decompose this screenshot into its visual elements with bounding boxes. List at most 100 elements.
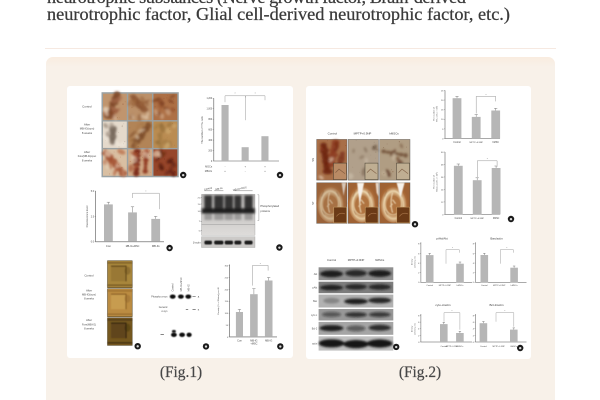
svg-text:hMSCs: hMSCs (389, 132, 399, 136)
svg-text:0: 0 (473, 282, 475, 284)
svg-text:+MSC: +MSC (250, 343, 257, 346)
svg-text:Control: Control (204, 187, 213, 192)
svg-text:8 weeks: 8 weeks (84, 327, 95, 331)
svg-text:Con: Con (106, 244, 111, 248)
svg-text:*: * (485, 93, 486, 97)
svg-text:actin: actin (312, 342, 318, 345)
svg-text:The number of TH+ cells: The number of TH+ cells (201, 116, 204, 144)
svg-text:6: 6 (418, 253, 420, 255)
svg-text:MB-IG+MSC: MB-IG+MSC (233, 186, 248, 192)
svg-text:α-syn: α-syn (161, 310, 168, 313)
svg-text:Control: Control (327, 258, 336, 262)
svg-text:Control: Control (440, 345, 447, 348)
svg-text:Density (% of Wistar) per 40: Density (% of Wistar) per 40 (217, 287, 220, 315)
svg-text:8: 8 (418, 315, 420, 317)
svg-text:MB-IG(sym): MB-IG(sym) (82, 293, 96, 297)
svg-text:0: 0 (442, 214, 444, 216)
svg-text:MPTP+0.9NP: MPTP+0.9NP (348, 258, 365, 262)
svg-text:0: 0 (227, 337, 229, 339)
svg-text:36: 36 (441, 177, 444, 179)
svg-text:2: 2 (473, 273, 475, 275)
svg-text:-: - (245, 170, 246, 173)
svg-text:Control: Control (328, 132, 338, 136)
svg-text:Con: Con (237, 339, 242, 342)
svg-text:5.0: 5.0 (91, 190, 95, 193)
svg-text:After: After (86, 288, 92, 292)
svg-text:150: 150 (197, 204, 201, 206)
svg-text:hMSCs: hMSCs (511, 285, 518, 287)
svg-text:The number of: The number of (433, 107, 436, 121)
svg-text:*: * (234, 92, 236, 96)
svg-text:cyto c: cyto c (311, 314, 318, 317)
svg-text:Fore(MB-IG): Fore(MB-IG) (82, 323, 96, 326)
svg-text:Density: Density (411, 326, 414, 332)
svg-text:6: 6 (418, 322, 420, 324)
svg-text:ST: ST (311, 201, 315, 205)
svg-text:100: 100 (225, 313, 229, 315)
svg-text:Control: Control (455, 217, 463, 220)
svg-text:proteins: proteins (260, 209, 270, 213)
svg-text:After: After (84, 150, 90, 154)
svg-text:15: 15 (441, 110, 444, 112)
svg-text:MB-IG(sym): MB-IG(sym) (80, 127, 95, 131)
svg-text:4: 4 (473, 329, 475, 331)
svg-text:SN: SN (311, 158, 315, 162)
svg-text:General: General (159, 306, 168, 309)
svg-text:hMSC: hMSC (493, 218, 500, 220)
svg-text:MPTP+0.9NP: MPTP+0.9NP (439, 285, 452, 287)
svg-text:250: 250 (225, 277, 229, 279)
svg-text:hMSCs: hMSCs (375, 258, 385, 262)
svg-text:pAkt/Akt: pAkt/Akt (436, 236, 447, 240)
svg-text:After: After (84, 123, 90, 127)
svg-text:2.5: 2.5 (91, 215, 95, 218)
svg-text:400: 400 (208, 140, 213, 142)
svg-text:Phospho α-syn: Phospho α-syn (151, 296, 168, 299)
svg-text:(arbitrary unit): (arbitrary unit) (413, 323, 416, 335)
svg-text:hMSC: hMSC (493, 142, 500, 144)
svg-text:800: 800 (208, 119, 213, 121)
svg-text:6: 6 (473, 253, 475, 255)
svg-text:MPTP+0.9NP: MPTP+0.9NP (446, 346, 459, 348)
svg-text:MB-IG+MSC: MB-IG+MSC (180, 277, 183, 291)
svg-text:Bax/actin: Bax/actin (490, 236, 503, 240)
svg-text:MPTP+0.9NP: MPTP+0.9NP (469, 142, 483, 144)
svg-text:Control: Control (453, 141, 461, 144)
svg-text:Bax: Bax (313, 300, 318, 303)
svg-text:8: 8 (473, 244, 475, 246)
svg-text:*: * (451, 310, 452, 313)
svg-text:TH+ cells ( × 10²): TH+ cells ( × 10²) (435, 106, 438, 122)
svg-text:200: 200 (225, 289, 229, 291)
svg-text:Control: Control (481, 284, 488, 287)
svg-text:hMSCs: hMSCs (456, 346, 463, 348)
svg-text:B: B (198, 309, 200, 311)
svg-text:2: 2 (473, 335, 475, 337)
svg-text:Fluorescence level: Fluorescence level (85, 205, 89, 227)
svg-text:100: 100 (197, 211, 201, 213)
svg-text:8 weeks: 8 weeks (82, 131, 93, 135)
svg-text:0: 0 (418, 282, 420, 284)
svg-text:hMSCs: hMSCs (457, 285, 464, 287)
svg-text:2: 2 (418, 273, 420, 275)
svg-text:+: + (224, 170, 226, 173)
svg-text:150: 150 (225, 301, 229, 303)
svg-text:8 weeks: 8 weeks (84, 297, 95, 301)
svg-text:A: A (198, 295, 200, 298)
svg-text:*: * (260, 262, 261, 266)
svg-text:0: 0 (211, 161, 213, 163)
svg-text:8: 8 (473, 315, 475, 317)
svg-text:MB-IG: MB-IG (250, 339, 257, 342)
svg-text:12: 12 (441, 202, 444, 204)
svg-text:*: * (487, 157, 488, 161)
svg-text:25: 25 (441, 90, 444, 92)
svg-text:1,000: 1,000 (206, 109, 212, 111)
svg-text:*: * (504, 310, 505, 313)
svg-text:10: 10 (441, 119, 444, 121)
svg-text:Density: Density (411, 259, 414, 265)
svg-text:Nissl(+) cells ( × 10²): Nissl(+) cells ( × 10²) (435, 172, 438, 191)
svg-text:Control: Control (82, 104, 92, 108)
svg-text:-: - (225, 165, 226, 168)
svg-text:300: 300 (225, 266, 229, 268)
svg-text:0: 0 (418, 342, 420, 344)
svg-text:MPTP+0.9NP: MPTP+0.9NP (470, 218, 484, 220)
svg-text:MB-IG: MB-IG (215, 187, 223, 191)
